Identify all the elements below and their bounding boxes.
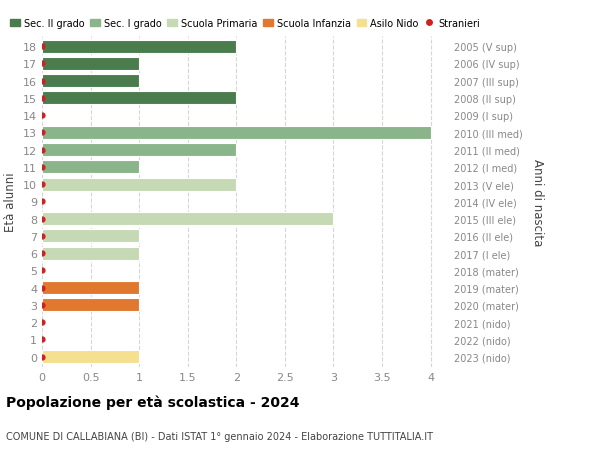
Bar [42,230,139,243]
Y-axis label: Età alunni: Età alunni [4,172,17,232]
Text: COMUNE DI CALLABIANA (BI) - Dati ISTAT 1° gennaio 2024 - Elaborazione TUTTITALIA: COMUNE DI CALLABIANA (BI) - Dati ISTAT 1… [6,431,433,442]
Bar [42,144,236,157]
Bar [42,127,431,140]
Bar [42,92,236,105]
Bar [42,178,236,191]
Text: Popolazione per età scolastica - 2024: Popolazione per età scolastica - 2024 [6,395,299,409]
Legend: Sec. II grado, Sec. I grado, Scuola Primaria, Scuola Infanzia, Asilo Nido, Stran: Sec. II grado, Sec. I grado, Scuola Prim… [10,18,480,28]
Bar [42,161,139,174]
Bar [42,58,139,71]
Bar [42,281,139,295]
Bar [42,350,139,364]
Bar [42,213,334,226]
Bar [42,40,236,54]
Bar [42,247,139,260]
Bar [42,299,139,312]
Y-axis label: Anni di nascita: Anni di nascita [531,158,544,246]
Bar [42,75,139,88]
